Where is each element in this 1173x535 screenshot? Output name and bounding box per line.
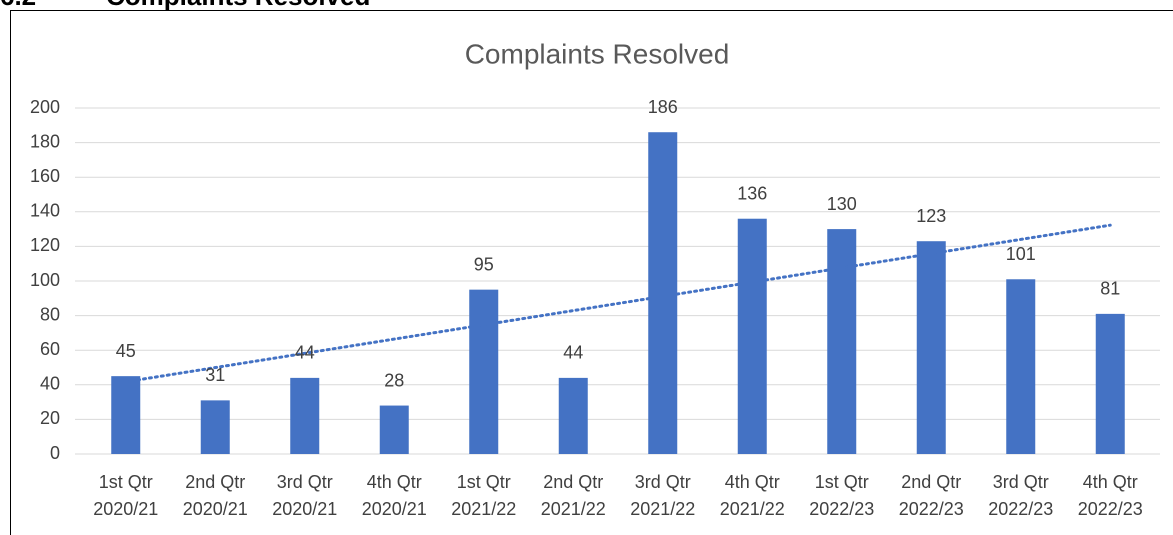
bar [558, 377, 588, 454]
x-tick-label: 1st Qtr [99, 472, 153, 492]
data-label: 136 [737, 183, 767, 203]
y-tick-label: 160 [30, 166, 60, 186]
section-title: Complaints Resolved [106, 0, 370, 11]
data-label: 101 [1006, 244, 1036, 264]
x-tick-label: 1st Qtr [815, 472, 869, 492]
section-number: 6.2 [0, 0, 36, 11]
bar [827, 229, 857, 454]
y-tick-label: 120 [30, 235, 60, 255]
data-label: 44 [295, 343, 315, 363]
x-tick-label: 2022/23 [809, 499, 874, 519]
bar [200, 400, 230, 454]
data-label: 130 [827, 194, 857, 214]
y-tick-label: 60 [40, 339, 60, 359]
x-tick-label: 2nd Qtr [543, 472, 603, 492]
x-tick-label: 2020/21 [362, 499, 427, 519]
x-tick-label: 2nd Qtr [901, 472, 961, 492]
x-tick-label: 2022/23 [1078, 499, 1143, 519]
x-tick-label: 2020/21 [93, 499, 158, 519]
x-tick-label: 1st Qtr [457, 472, 511, 492]
y-tick-label: 0 [50, 443, 60, 463]
data-label: 95 [474, 254, 494, 274]
x-tick-label: 3rd Qtr [277, 472, 333, 492]
data-label: 123 [916, 206, 946, 226]
y-tick-label: 180 [30, 131, 60, 151]
y-tick-label: 20 [40, 408, 60, 428]
data-label: 45 [116, 341, 136, 361]
y-tick-label: 40 [40, 374, 60, 394]
x-tick-label: 3rd Qtr [635, 472, 691, 492]
y-tick-label: 140 [30, 201, 60, 221]
x-tick-label: 2021/22 [541, 499, 606, 519]
data-label: 186 [648, 97, 678, 117]
x-tick-label: 2021/22 [451, 499, 516, 519]
y-tick-label: 200 [30, 97, 60, 117]
x-tick-label: 2021/22 [720, 499, 785, 519]
bar [737, 218, 767, 454]
x-tick-label: 2020/21 [272, 499, 337, 519]
y-tick-label: 100 [30, 270, 60, 290]
bar [290, 377, 320, 454]
bar [379, 405, 409, 454]
bar [1006, 279, 1036, 454]
bar [469, 289, 499, 454]
y-tick-label: 80 [40, 304, 60, 324]
trendline [124, 223, 1112, 384]
data-label: 28 [384, 370, 404, 390]
x-tick-label: 2022/23 [988, 499, 1053, 519]
data-label: 81 [1100, 279, 1120, 299]
bar [111, 376, 141, 454]
x-tick-label: 4th Qtr [1083, 472, 1138, 492]
chart-title: Complaints Resolved [465, 38, 730, 69]
data-label: 44 [563, 343, 583, 363]
bar [1095, 313, 1125, 454]
x-tick-label: 3rd Qtr [993, 472, 1049, 492]
chart-border [10, 10, 1173, 535]
data-label: 31 [205, 365, 225, 385]
x-tick-label: 2020/21 [183, 499, 248, 519]
x-tick-label: 2nd Qtr [185, 472, 245, 492]
x-tick-label: 4th Qtr [725, 472, 780, 492]
x-tick-label: 4th Qtr [367, 472, 422, 492]
bar [648, 132, 678, 454]
x-tick-label: 2022/23 [899, 499, 964, 519]
bar [916, 241, 946, 454]
x-tick-label: 2021/22 [630, 499, 695, 519]
